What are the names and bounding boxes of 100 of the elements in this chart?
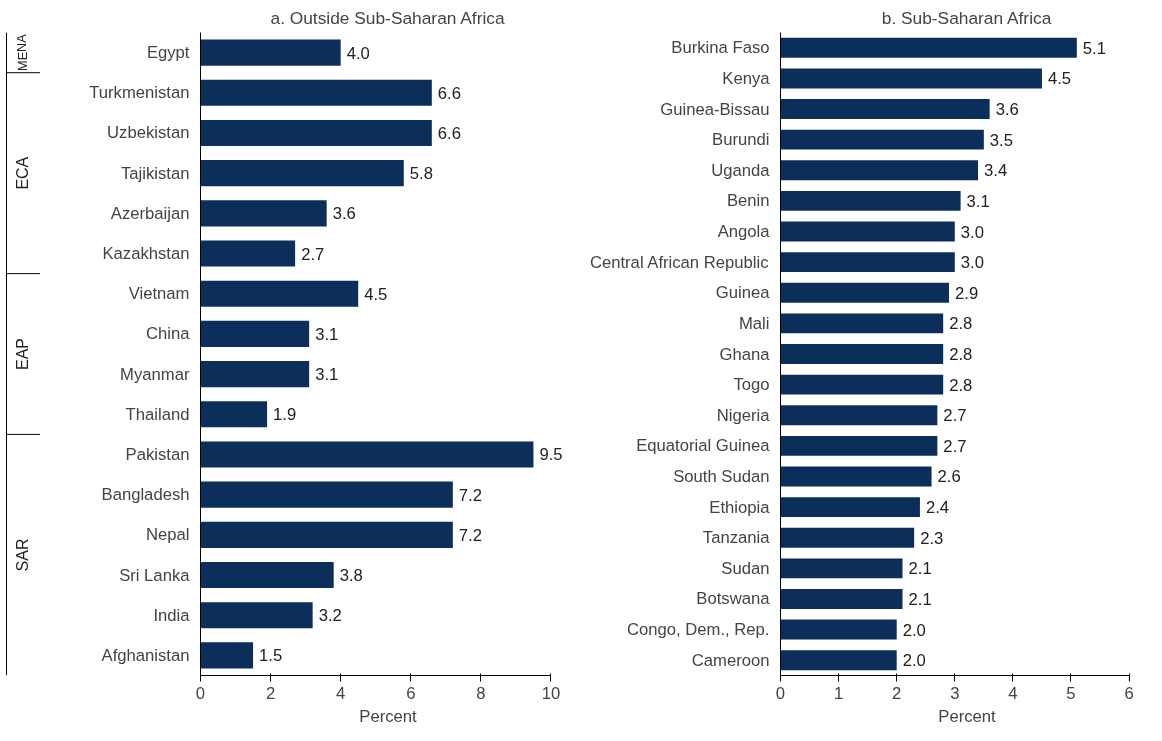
bar [780,650,897,671]
y-tick-label: Cameroon [691,650,770,670]
chart-title: a. Outside Sub-Saharan Africa [270,7,505,28]
y-tick-label: Azerbaijan [110,203,190,223]
y-tick-label: Benin [726,191,770,211]
data-label: 5.8 [409,164,433,184]
bar [780,99,990,119]
data-label: 6.6 [437,123,461,143]
x-axis-title: Percent [938,706,997,726]
data-label: 4.5 [1047,69,1072,89]
data-label: 1.5 [259,646,283,666]
x-tick-label: 2 [892,683,902,703]
x-tick-label: 10 [541,683,561,703]
data-label: 3.0 [960,222,984,242]
bar [200,160,404,187]
y-tick-label: Bangladesh [101,485,190,505]
y-tick-label: Uzbekistan [107,123,190,143]
data-label: 2.8 [949,375,973,395]
y-tick-label: Tajikistan [121,163,190,183]
y-tick-label: South Sudan [673,466,770,486]
text: EAP [14,337,31,371]
data-label: 2.3 [920,528,944,548]
y-tick-label: Mali [738,313,770,333]
y-tick-label: Ghana [719,344,771,364]
data-label: 2.0 [902,651,926,671]
y-tick-label: Kazakhstan [102,244,190,264]
y-tick-label: Thailand [125,404,190,424]
data-label: 3.0 [960,253,984,273]
data-label: 4.0 [346,43,370,63]
bar [780,252,955,273]
data-label: 2.8 [949,314,973,334]
bar [780,374,944,395]
bar [780,619,897,640]
data-label: 7.2 [458,485,482,505]
bar [780,344,944,364]
x-tick-label: 0 [775,683,786,703]
x-tick-label: 2 [265,683,276,703]
data-label: 2.7 [943,436,967,456]
bar [200,561,334,589]
data-label: 5.1 [1082,38,1106,58]
data-label: 3.2 [318,606,342,626]
data-label: 2.1 [908,559,932,579]
bar [200,441,534,468]
x-axis-title: Percent [359,706,418,726]
data-label: 2.8 [949,345,973,364]
y-tick-label: Guinea [715,283,771,303]
data-label: 2.6 [937,467,961,487]
data-label: 2.0 [902,620,926,640]
bar [200,361,310,388]
data-label: 2.1 [908,589,932,609]
data-label: 3.5 [989,130,1014,150]
bar [780,435,938,456]
bar [780,558,903,579]
data-label: 3.6 [332,204,356,224]
bar [780,190,961,211]
bar [200,401,268,428]
bar [780,527,915,548]
y-tick-label: Botswana [696,589,771,609]
y-tick-label: Burundi [712,130,770,150]
y-tick-label: Sudan [721,558,770,578]
data-label: 1.9 [273,405,297,425]
bar [200,240,296,267]
data-label: 3.1 [315,324,339,344]
x-tick-label: 4 [1008,683,1018,703]
data-label: 2.7 [301,244,325,264]
bar [200,602,313,629]
bar [200,642,254,669]
y-tick-label: Egypt [146,43,190,63]
bar [200,119,432,147]
bar [780,282,949,303]
bar [780,129,984,150]
data-label: 2.9 [954,283,979,303]
data-label: 2.4 [925,498,950,518]
y-tick-label: Myanmar [120,364,190,384]
data-label: 3.1 [315,365,339,385]
bar [200,200,327,227]
y-tick-label: Tanzania [702,528,771,548]
x-tick-label: 5 [1066,683,1076,703]
x-tick-label: 6 [1124,683,1134,703]
y-tick-label: Vietnam [128,284,190,304]
text: SAR [14,538,31,572]
y-tick-label: Togo [733,375,770,395]
y-tick-label: Afghanistan [101,645,190,665]
bar [200,280,359,307]
bar [200,79,432,106]
bar [780,466,932,487]
bar [780,37,1077,58]
bar [780,497,920,518]
x-tick-label: 1 [833,683,844,703]
bar [200,39,341,66]
data-label: 6.6 [437,83,461,103]
data-label: 7.2 [458,525,482,545]
y-tick-label: Sri Lanka [119,565,191,585]
y-tick-label: Angola [717,222,771,242]
data-label: 3.6 [995,100,1019,120]
y-tick-label: Kenya [722,68,771,88]
y-tick-label: Nepal [145,525,190,545]
data-label: 9.5 [539,445,563,465]
chart-title: b. Sub-Saharan Africa [881,7,1052,28]
bar [780,589,903,609]
